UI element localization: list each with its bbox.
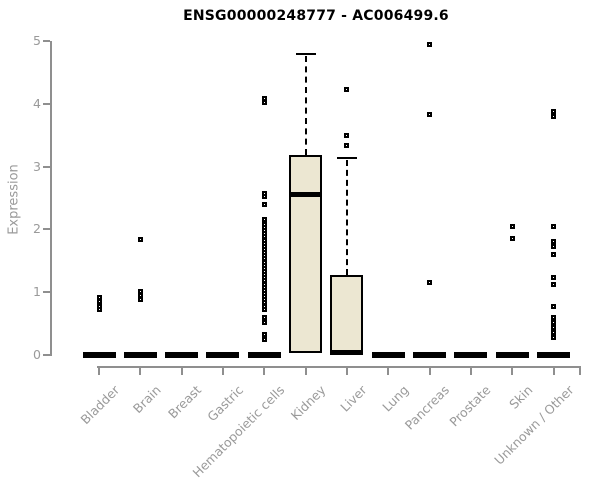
zero-box-bar <box>371 352 405 358</box>
x-axis-tick <box>428 366 431 375</box>
outlier-point <box>551 314 557 320</box>
zero-box-bar <box>206 352 240 358</box>
outlier-point <box>261 202 267 208</box>
outlier-point <box>551 109 557 115</box>
outlier-point <box>551 319 557 325</box>
y-axis-label: Expression <box>6 164 22 235</box>
x-category-label: Skin <box>505 382 536 412</box>
x-axis-end-tick <box>579 366 581 375</box>
x-axis-tick <box>304 366 307 375</box>
y-axis-line <box>50 41 52 356</box>
x-category-label: Breast <box>165 382 205 422</box>
outlier-point <box>551 303 557 309</box>
x-category-label: Pancreas <box>402 382 453 433</box>
y-tick-label: 2 <box>33 221 41 237</box>
outlier-point <box>261 306 267 312</box>
outlier-point <box>551 252 557 258</box>
upper-whisker <box>304 55 307 156</box>
outlier-point <box>137 296 143 302</box>
x-axis-tick <box>263 366 266 375</box>
y-axis-tick <box>43 165 50 168</box>
zero-box-bar <box>165 352 199 358</box>
outlier-point <box>509 223 515 229</box>
x-category-label: Lung <box>378 382 412 415</box>
outlier-point <box>261 336 267 342</box>
zero-box-bar <box>537 352 571 358</box>
outlier-point <box>427 280 433 286</box>
outlier-point <box>344 87 350 93</box>
y-tick-label: 3 <box>33 158 41 174</box>
zero-box-bar <box>82 352 116 358</box>
outlier-point <box>427 111 433 117</box>
outlier-point <box>261 194 267 200</box>
y-axis-tick <box>43 40 50 42</box>
outlier-point <box>261 315 267 321</box>
outlier-point <box>261 217 267 223</box>
upper-whisker <box>345 159 348 276</box>
outlier-point <box>344 143 350 149</box>
box <box>330 275 364 355</box>
x-axis-tick <box>98 366 100 375</box>
zero-box-bar <box>454 352 488 358</box>
outlier-point <box>551 334 557 340</box>
zero-box-bar <box>123 352 157 358</box>
x-category-label: Prostate <box>446 382 494 430</box>
zero-box-bar <box>495 352 529 358</box>
outlier-point <box>96 306 102 312</box>
outlier-point <box>551 239 557 245</box>
median-line <box>330 349 364 355</box>
y-axis-tick <box>43 354 50 356</box>
x-axis-tick <box>139 366 142 375</box>
zero-box-bar <box>413 352 447 358</box>
upper-whisker-cap <box>295 52 316 56</box>
y-tick-label: 1 <box>33 284 41 300</box>
chart-title: ENSG00000248777 - AC006499.6 <box>183 8 449 24</box>
outlier-point <box>261 100 267 106</box>
x-category-label: Unknown / Other <box>491 382 577 468</box>
outlier-point <box>427 41 433 47</box>
x-axis-tick <box>469 366 472 375</box>
outlier-point <box>551 224 557 230</box>
outlier-point <box>96 299 102 305</box>
x-axis-tick <box>345 366 348 375</box>
y-axis-tick <box>43 228 50 231</box>
x-axis-tick <box>552 366 555 375</box>
outlier-point <box>551 275 557 281</box>
y-tick-label: 0 <box>33 347 41 362</box>
x-category-label: Brain <box>129 382 164 417</box>
outlier-point <box>344 133 350 139</box>
x-axis-tick <box>180 366 183 375</box>
x-category-label: Liver <box>337 382 370 415</box>
x-axis-tick <box>387 366 390 375</box>
y-axis-tick <box>43 291 50 294</box>
box <box>289 155 323 354</box>
x-axis-line <box>97 366 581 368</box>
outlier-point <box>96 294 102 300</box>
outlier-point <box>551 113 557 119</box>
outlier-point <box>509 235 515 241</box>
outlier-point <box>261 320 267 326</box>
outlier-point <box>137 236 143 242</box>
y-axis-tick <box>43 102 50 105</box>
x-category-label: Kidney <box>287 382 329 424</box>
outlier-point <box>551 282 557 288</box>
outlier-point <box>551 244 557 250</box>
zero-box-bar <box>247 352 281 358</box>
median-line <box>289 191 323 197</box>
x-axis-tick <box>221 366 224 375</box>
outlier-point <box>551 329 557 335</box>
upper-whisker-cap <box>336 156 357 160</box>
y-tick-label: 5 <box>33 33 41 48</box>
y-tick-label: 4 <box>33 95 41 111</box>
x-category-label: Bladder <box>77 382 122 428</box>
outlier-point <box>551 324 557 330</box>
outlier-point <box>261 331 267 337</box>
x-axis-tick <box>511 366 514 375</box>
